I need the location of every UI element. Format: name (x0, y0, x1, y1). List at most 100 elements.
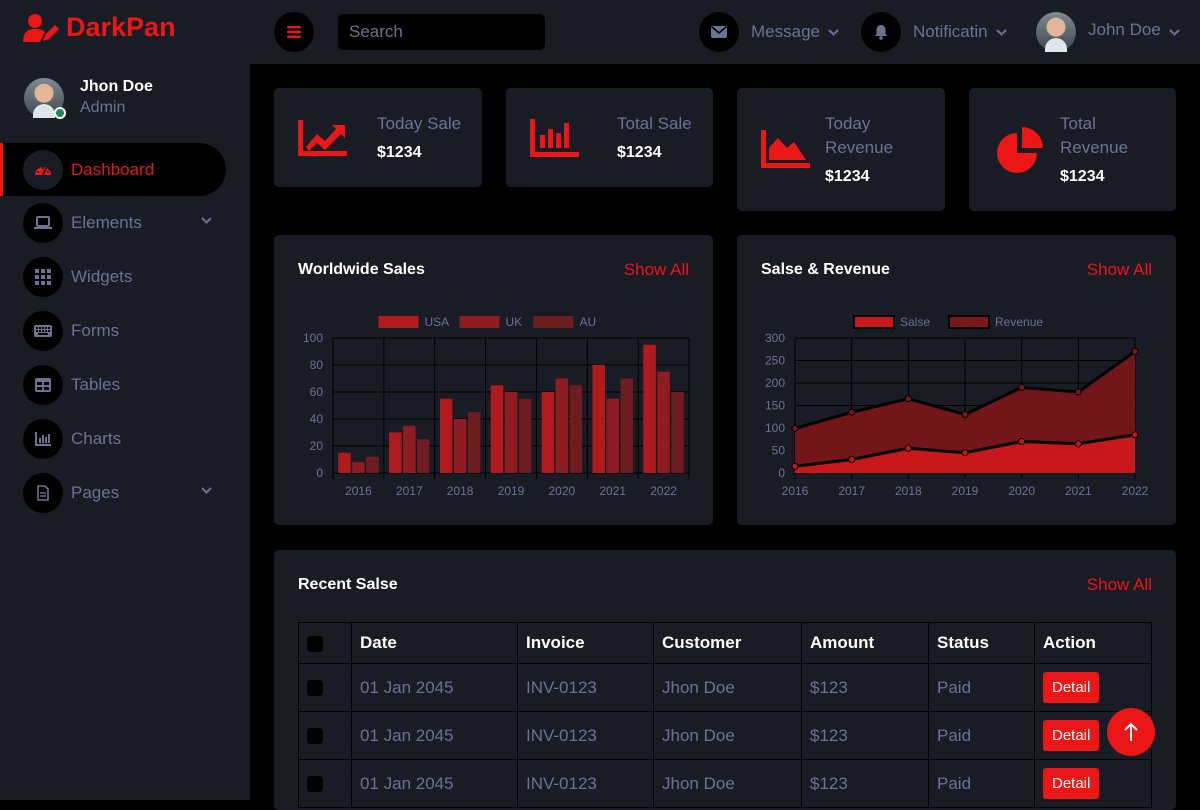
legend-swatch (853, 315, 895, 329)
sidebar-item-forms[interactable]: Forms (0, 304, 226, 358)
sidebar-item-label: Pages (71, 483, 120, 502)
legend-swatch (459, 316, 500, 328)
detail-button[interactable]: Detail (1043, 768, 1100, 799)
message-dropdown[interactable]: Message (699, 12, 839, 52)
point-revenue (848, 408, 856, 416)
sidebar-item-label: Elements (71, 213, 142, 232)
brand-logo[interactable]: DarkPan (22, 12, 176, 43)
row-checkbox[interactable] (307, 728, 323, 745)
sidebar-item-tables[interactable]: Tables (0, 358, 226, 412)
user-dropdown[interactable]: John Doe (1036, 12, 1180, 52)
bell-icon (861, 12, 901, 52)
card-title: Worldwide Sales (298, 261, 425, 278)
stat-card-total-sale: Total Sale $1234 (506, 88, 713, 187)
y-tick-label: 20 (310, 439, 324, 453)
chart-bar-icon (530, 119, 579, 157)
menu-icon (287, 26, 301, 38)
column-header: Date (351, 622, 518, 664)
y-tick-label: 100 (765, 421, 785, 435)
message-label: Message (751, 22, 820, 41)
envelope-icon (699, 12, 739, 52)
point-revenue (1018, 384, 1026, 391)
select-all-checkbox[interactable] (307, 635, 323, 652)
stat-label: Total Sale (617, 114, 692, 133)
point-salse (1131, 431, 1139, 439)
bar-au (518, 398, 532, 473)
stat-label: Revenue (825, 138, 894, 157)
point-revenue (1131, 348, 1139, 355)
brand-name: DarkPan (66, 12, 176, 42)
legend-label: UK (506, 315, 523, 329)
stat-label: Today Sale (377, 114, 462, 133)
y-tick-label: 0 (316, 466, 323, 480)
cell-customer: Jhon Doe (653, 663, 802, 712)
x-tick-label: 2019 (952, 484, 979, 498)
sidebar-item-elements[interactable]: Elements (0, 196, 226, 250)
x-tick-label: 2022 (650, 484, 677, 498)
bar-usa (592, 365, 605, 473)
show-all-link[interactable]: Show All (1086, 575, 1152, 594)
point-salse (1074, 440, 1082, 448)
cell-status: Paid (928, 759, 1035, 808)
notification-label: Notificatin (913, 22, 988, 41)
column-header: Invoice (517, 622, 654, 664)
column-header: Customer (653, 622, 802, 664)
avatar (24, 78, 66, 119)
search-input[interactable] (338, 14, 545, 50)
avatar (1036, 12, 1076, 52)
cell-invoice: INV-0123 (517, 663, 654, 712)
table-row: 01 Jan 2045 INV-0123 Jhon Doe $123 Paid … (298, 759, 1152, 808)
stat-label: Revenue (1060, 138, 1129, 157)
stat-card-today-sale: Today Sale $1234 (274, 88, 482, 187)
bar-uk (504, 392, 518, 473)
point-salse (961, 449, 969, 457)
sidebar-item-dashboard[interactable]: Dashboard (0, 143, 226, 196)
column-header: Amount (801, 622, 929, 664)
select-all-cell (298, 622, 352, 664)
x-tick-label: 2018 (447, 484, 474, 498)
detail-button[interactable]: Detail (1043, 672, 1100, 703)
table-row: 01 Jan 2045 INV-0123 Jhon Doe $123 Paid … (298, 711, 1152, 760)
detail-button[interactable]: Detail (1043, 720, 1100, 751)
notification-dropdown[interactable]: Notificatin (861, 12, 1007, 52)
sidebar-item-charts[interactable]: Charts (0, 412, 226, 466)
legend-swatch (948, 315, 990, 329)
legend-label: AU (580, 315, 597, 329)
arrow-up-icon (1124, 722, 1138, 741)
cell-amount: $123 (801, 759, 929, 808)
bar-uk (453, 419, 467, 473)
column-header: Status (928, 622, 1035, 664)
chevron-down-icon (201, 487, 212, 494)
laptop-icon (23, 203, 63, 243)
back-to-top-button[interactable] (1107, 708, 1155, 756)
sidebar-item-pages[interactable]: Pages (0, 466, 226, 520)
recent-sales-table: Date Invoice Customer Amount Status Acti… (298, 622, 1152, 808)
legend-label: Salse (900, 315, 930, 329)
bar-usa (643, 344, 656, 473)
sidebar-profile: Jhon Doe Admin (24, 77, 153, 119)
y-tick-label: 50 (772, 444, 786, 458)
cell-customer: Jhon Doe (653, 759, 802, 808)
row-checkbox[interactable] (307, 680, 323, 697)
cell-customer: Jhon Doe (653, 711, 802, 760)
show-all-link[interactable]: Show All (1086, 260, 1152, 279)
table-row: 01 Jan 2045 INV-0123 Jhon Doe $123 Paid … (298, 663, 1152, 712)
x-tick-label: 2017 (838, 484, 865, 498)
chevron-down-icon (1169, 28, 1180, 36)
stat-value: $1234 (825, 168, 870, 185)
user-edit-icon (23, 13, 59, 42)
x-tick-label: 2019 (498, 484, 525, 498)
sidebar-toggle-button[interactable] (274, 12, 314, 52)
point-salse (848, 456, 856, 463)
keyboard-icon (23, 311, 63, 351)
bar-au (620, 378, 633, 473)
point-revenue (791, 424, 799, 432)
y-tick-label: 300 (765, 331, 785, 345)
row-checkbox[interactable] (307, 776, 323, 793)
sidebar-item-label: Dashboard (71, 159, 155, 179)
sidebar-item-widgets[interactable]: Widgets (0, 250, 226, 304)
bar-au (467, 412, 481, 473)
show-all-link[interactable]: Show All (623, 260, 689, 279)
x-tick-label: 2016 (345, 484, 372, 498)
y-tick-label: 40 (310, 412, 324, 426)
